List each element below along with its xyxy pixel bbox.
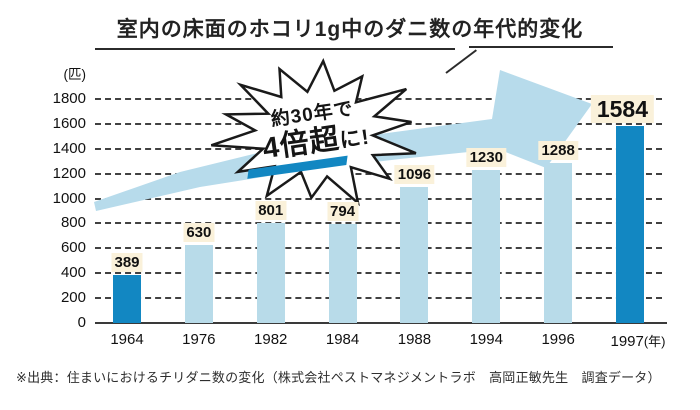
title-underline-slash	[445, 49, 477, 74]
y-tick-label: 1800	[52, 90, 86, 107]
gridline-1000	[95, 197, 662, 200]
chart-title: 室内の床面のホコリ1g中のダニ数の年代的変化	[116, 18, 584, 41]
burst-callout-text: 約30年で 4倍超に!	[229, 88, 401, 180]
bar-1994	[472, 169, 501, 323]
y-tick-label: 0	[77, 314, 86, 331]
bar-value-label: 1096	[394, 164, 435, 184]
x-axis-line	[95, 322, 667, 324]
y-tick-label: 1000	[52, 189, 86, 207]
bar-value-label: 630	[183, 222, 215, 242]
y-tick-label: 800	[60, 214, 86, 232]
bar-1964	[113, 274, 141, 323]
bar-1976	[184, 244, 213, 323]
y-tick-label: 1200	[52, 164, 86, 182]
bar-value-label: 1288	[538, 140, 578, 160]
bar-1997	[616, 125, 644, 323]
bar-1982	[256, 223, 285, 323]
gridline-1200	[95, 172, 662, 175]
gridline-400	[95, 272, 662, 275]
y-tick-label: 1600	[52, 114, 86, 132]
x-tick-label: 1982	[254, 331, 288, 348]
x-axis-unit-label: (年)	[643, 334, 666, 349]
x-tick-label: 1996	[541, 331, 575, 348]
x-tick-label: 1984	[325, 331, 360, 348]
x-tick-label: 1994	[469, 331, 503, 348]
y-tick-label: 400	[60, 264, 86, 282]
bar-value-label: 794	[327, 202, 359, 222]
bar-1984	[328, 224, 357, 323]
bar-value-label: 1230	[466, 147, 506, 167]
y-tick-label: 200	[60, 289, 86, 307]
x-tick-label: 1976	[182, 331, 216, 348]
x-tick-label: 1964	[110, 331, 144, 348]
x-tick-label: 1988	[397, 331, 432, 348]
bar-value-label: 801	[255, 201, 287, 221]
title-underline-right	[469, 46, 613, 48]
bar-1988	[400, 186, 429, 323]
bar-value-label: 389	[111, 252, 143, 272]
gridline-800	[95, 222, 662, 225]
y-axis-unit-label: (匹)	[63, 67, 87, 82]
y-tick-label: 1400	[52, 139, 86, 157]
gridline-200	[95, 297, 662, 300]
bar-1996	[544, 162, 573, 323]
callout-line2-small: に!	[338, 125, 372, 153]
source-note: ※出典：住まいにおけるチリダニ数の変化（株式会社ペストマネジメントラボ 高岡正敏…	[16, 370, 661, 385]
bar-value-label: 1584	[590, 94, 655, 123]
gridline-600	[95, 247, 662, 250]
y-tick-label: 600	[60, 239, 86, 257]
title-underline-left	[95, 48, 455, 50]
x-tick-label: 1997(年)	[610, 333, 666, 350]
